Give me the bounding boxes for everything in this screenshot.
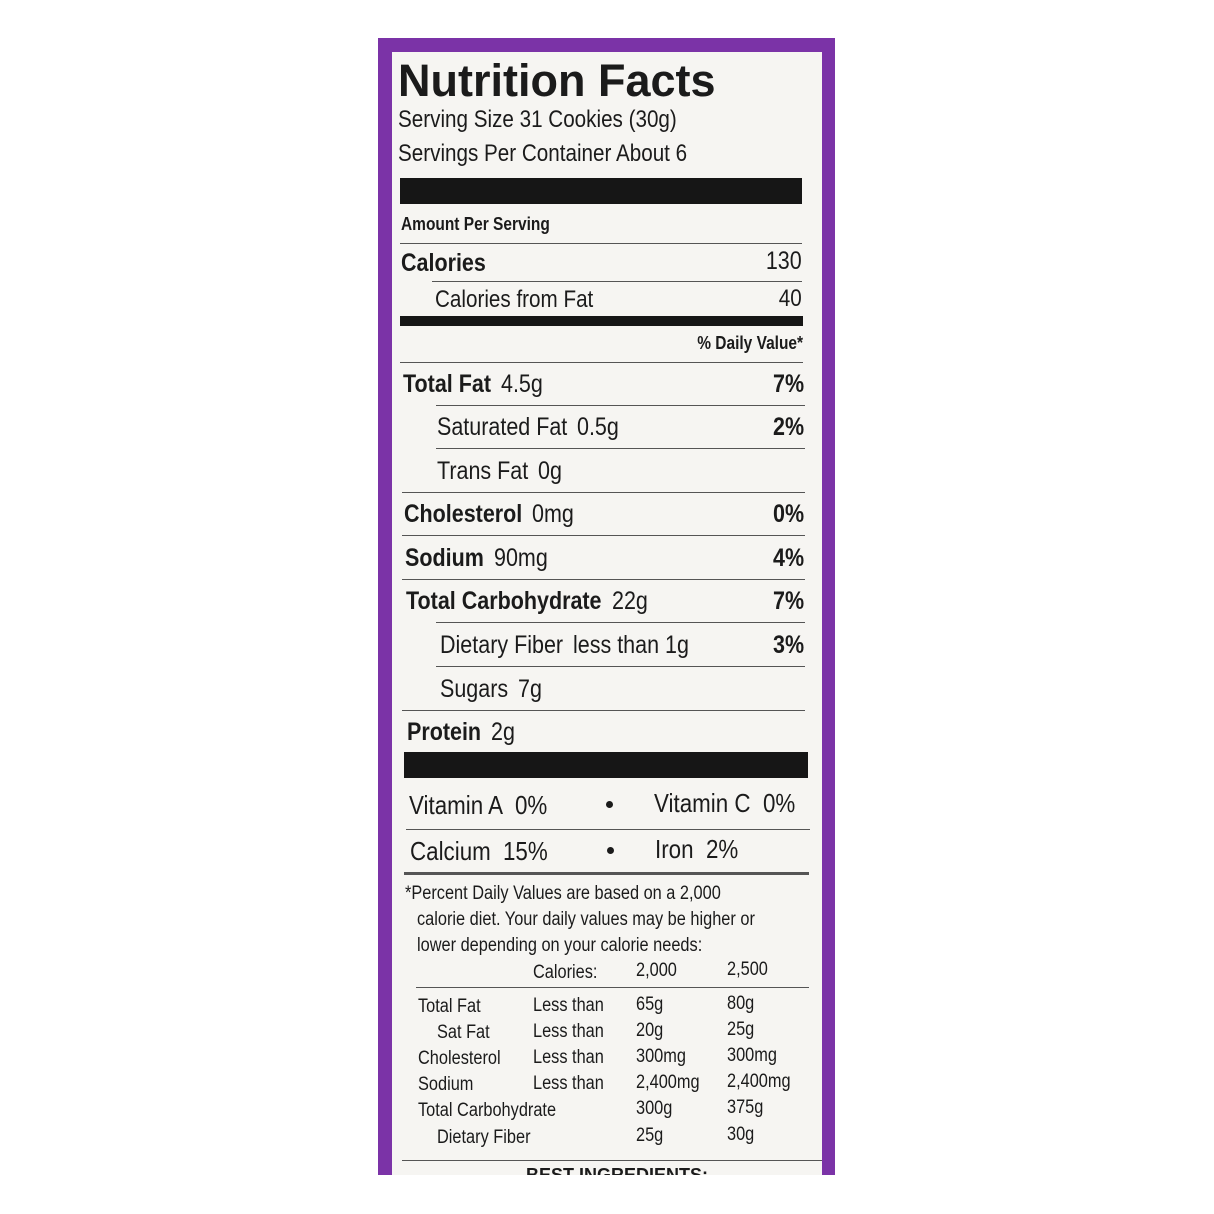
vitamin-value: 0%: [762, 788, 795, 818]
calories-from-fat-value: 40: [779, 285, 802, 312]
rule-line: [402, 492, 805, 493]
nutrient-amount: less than 1g: [573, 631, 689, 659]
rule-line: [436, 622, 805, 623]
vitamin-name: Calcium: [410, 836, 491, 866]
nutrient-name: Sodium: [405, 544, 484, 572]
table-limit: Less than: [533, 995, 604, 1016]
vitamin-value: 0%: [515, 790, 548, 820]
nutrient-daily-value: 7%: [772, 587, 804, 615]
serving-size: Serving Size 31 Cookies (30g): [398, 106, 677, 133]
nutrition-label: Nutrition Facts Serving Size 31 Cookies (…: [392, 52, 822, 1175]
rule-line: [406, 829, 810, 830]
rule-bar: [400, 178, 802, 204]
vitamin-name: Vitamin C: [654, 788, 751, 818]
table-value-2500: 80g: [727, 993, 755, 1014]
table-value-2500: 300mg: [727, 1045, 777, 1066]
bullet: [607, 847, 614, 854]
nutrient-daily-value: 7%: [772, 370, 804, 398]
rule-line: [404, 872, 809, 875]
nutrient-name: Saturated Fat: [437, 413, 568, 441]
vitamin-value: 2%: [705, 834, 738, 864]
label-title: Nutrition Facts: [398, 55, 716, 106]
rule-line: [436, 448, 805, 449]
nutrient-amount: 4.5g: [500, 370, 543, 398]
footnote: *Percent Daily Values are based on a 2,0…: [405, 883, 721, 904]
nutrient-name: Trans Fat: [437, 457, 529, 485]
nutrient-amount: 90mg: [493, 544, 548, 572]
nutrient-name: Total Fat: [403, 370, 491, 398]
table-nutrient: Sodium: [418, 1074, 474, 1095]
rule-line: [402, 1160, 822, 1161]
vitamin-value: 15%: [502, 836, 548, 866]
rule-line: [400, 243, 802, 244]
nutrient-amount: 0mg: [532, 500, 575, 528]
daily-value-header: % Daily Value*: [697, 333, 803, 353]
nutrient-amount: 7g: [518, 675, 543, 703]
table-header: 2,000: [636, 960, 677, 981]
table-nutrient: Dietary Fiber: [437, 1127, 531, 1148]
nutrient-name: Cholesterol: [404, 500, 523, 528]
bullet: [606, 801, 613, 808]
calories-from-fat-label: Calories from Fat: [435, 286, 594, 313]
nutrient-daily-value: 3%: [772, 631, 804, 659]
rule-bar: [400, 316, 803, 326]
table-value-2000: 65g: [636, 994, 664, 1015]
rule-line: [402, 535, 805, 536]
table-value-2500: 375g: [727, 1097, 764, 1118]
footnote: lower depending on your calorie needs:: [417, 935, 703, 956]
rule-line: [436, 666, 805, 667]
rule-line: [402, 710, 805, 711]
nutrient-daily-value: 2%: [772, 413, 804, 441]
table-nutrient: Cholesterol: [418, 1048, 501, 1069]
table-nutrient: Total Carbohydrate: [418, 1100, 557, 1121]
nutrient-amount: 0.5g: [577, 413, 620, 441]
rule-line: [400, 362, 803, 363]
calories-label: Calories: [401, 249, 486, 277]
servings-per-container: Servings Per Container About 6: [398, 140, 688, 167]
table-value-2000: 300mg: [636, 1046, 686, 1067]
rule-bar: [404, 752, 808, 778]
nutrient-amount: 0g: [538, 457, 563, 485]
nutrient-amount: 22g: [611, 587, 648, 615]
table-limit: Less than: [533, 1047, 604, 1068]
rule-line: [416, 987, 809, 988]
table-value-2000: 2,400mg: [636, 1072, 700, 1093]
rule-line: [436, 405, 805, 406]
table-nutrient: Sat Fat: [437, 1022, 490, 1043]
vitamin-name: Vitamin A: [409, 790, 504, 820]
nutrient-name: Protein: [407, 718, 482, 746]
nutrient-daily-value: 4%: [772, 544, 804, 572]
nutrient-name: Dietary Fiber: [440, 631, 564, 659]
nutrient-amount: 2g: [491, 718, 515, 746]
table-value-2500: 30g: [727, 1124, 755, 1145]
table-header: Calories:: [533, 962, 598, 983]
table-nutrient: Total Fat: [418, 996, 481, 1017]
ingredients-heading: BEST INGREDIENTS:: [526, 1165, 709, 1175]
rule-line: [432, 281, 802, 282]
vitamin-name: Iron: [655, 834, 694, 864]
table-limit: Less than: [533, 1073, 604, 1094]
table-limit: Less than: [533, 1021, 604, 1042]
amount-per-serving: Amount Per Serving: [401, 214, 550, 234]
table-header: 2,500: [727, 959, 768, 980]
table-value-2000: 25g: [636, 1125, 664, 1146]
rule-line: [402, 579, 805, 580]
nutrient-name: Total Carbohydrate: [406, 587, 602, 615]
nutrient-name: Sugars: [440, 675, 509, 703]
table-value-2500: 2,400mg: [727, 1071, 791, 1092]
nutrient-daily-value: 0%: [772, 500, 804, 528]
table-value-2000: 300g: [636, 1098, 673, 1119]
table-value-2000: 20g: [636, 1020, 664, 1041]
calories-value: 130: [766, 247, 802, 275]
table-value-2500: 25g: [727, 1019, 755, 1040]
footnote: calorie diet. Your daily values may be h…: [417, 909, 755, 930]
